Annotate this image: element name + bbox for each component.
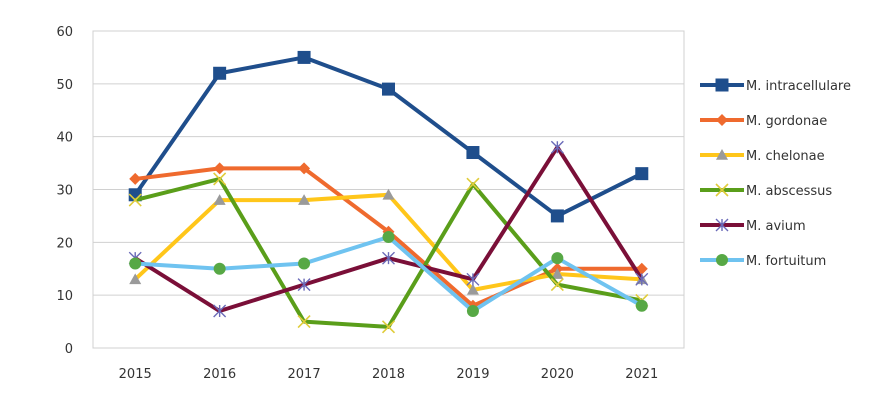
data-point	[466, 272, 480, 286]
data-point	[466, 305, 479, 318]
y-tick-label: 20	[56, 236, 73, 251]
data-point	[213, 194, 226, 205]
data-point	[297, 315, 311, 329]
data-point	[297, 50, 311, 64]
data-point	[550, 209, 564, 223]
data-point	[382, 188, 395, 200]
legend-item: M. intracellulare	[700, 78, 851, 94]
data-point	[635, 299, 648, 312]
legend-marker	[716, 254, 728, 266]
data-point	[382, 82, 395, 96]
series-5	[129, 231, 648, 318]
data-point	[298, 162, 311, 175]
data-point	[382, 251, 395, 265]
legend-label: M. fortuitum	[746, 254, 826, 269]
legend-item: M. avium	[700, 218, 806, 234]
legend-marker	[715, 78, 729, 92]
x-tick-label: 2020	[541, 367, 574, 382]
legend-marker	[716, 114, 728, 126]
x-tick-label: 2016	[203, 367, 236, 382]
data-point	[213, 304, 227, 318]
data-point	[213, 172, 227, 186]
y-tick-label: 40	[56, 131, 73, 146]
legend-label: M. gordonae	[746, 114, 827, 129]
x-tick-label: 2015	[119, 367, 152, 382]
data-point	[381, 320, 396, 334]
data-point	[298, 194, 311, 205]
legend-marker	[716, 149, 728, 160]
x-axis-ticks: 2015 2016 2017 2018 2019 2020 2021	[119, 367, 659, 382]
data-point	[213, 162, 226, 175]
data-point	[466, 146, 480, 160]
legend-marker	[715, 183, 729, 197]
data-point	[128, 193, 142, 207]
data-point	[635, 272, 649, 286]
legend-label: M. avium	[746, 219, 806, 234]
series-0	[128, 50, 649, 223]
x-tick-label: 2019	[456, 367, 489, 382]
data-point	[298, 257, 311, 270]
data-point	[550, 140, 564, 154]
series-lines	[128, 50, 649, 334]
series-4	[128, 140, 649, 318]
x-tick-label: 2021	[625, 367, 658, 382]
legend: M. intracellulare M. gordonae M. chelonae M…	[700, 78, 851, 269]
y-tick-label: 30	[56, 184, 73, 199]
legend-item: M. chelonae	[700, 149, 825, 164]
data-point	[382, 231, 395, 244]
y-tick-label: 60	[56, 25, 73, 40]
y-axis-ticks: 0 10 20 30 40 50 60	[56, 25, 73, 357]
legend-label: M. intracellulare	[746, 79, 851, 94]
data-point	[466, 177, 480, 191]
legend-label: M. chelonae	[746, 149, 825, 164]
legend-item: M. gordonae	[700, 114, 827, 129]
legend-marker	[715, 218, 729, 232]
data-point	[129, 257, 142, 270]
legend-item: M. abscessus	[700, 183, 832, 199]
data-point	[550, 278, 564, 292]
data-point	[551, 252, 564, 265]
data-point	[551, 268, 564, 279]
y-tick-label: 50	[56, 78, 73, 93]
data-point	[129, 172, 142, 185]
data-point	[466, 283, 479, 295]
data-point	[213, 66, 227, 80]
y-tick-label: 0	[65, 342, 73, 357]
data-point	[129, 273, 142, 285]
data-point	[635, 167, 649, 181]
legend-item: M. fortuitum	[700, 254, 826, 269]
x-tick-label: 2017	[288, 367, 321, 382]
data-point	[213, 262, 226, 275]
data-point	[297, 278, 311, 292]
legend-label: M. abscessus	[746, 184, 832, 199]
x-tick-label: 2018	[372, 367, 405, 382]
y-tick-label: 10	[56, 289, 73, 304]
